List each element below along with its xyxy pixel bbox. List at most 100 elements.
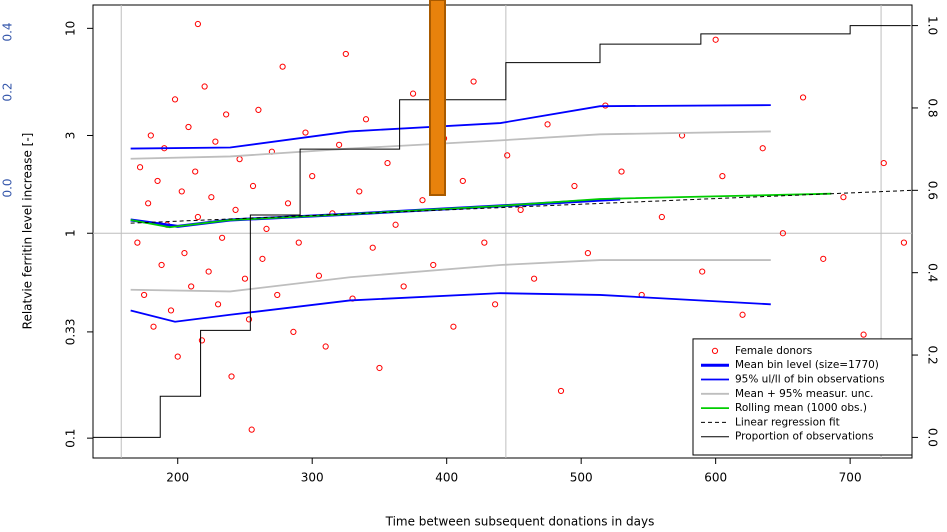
data-point (400, 283, 407, 290)
y2-tick-label: 0.4 (926, 263, 940, 282)
legend-label: Rolling mean (1000 obs.) (735, 402, 867, 414)
data-point (880, 159, 887, 167)
data-point (492, 301, 499, 308)
y-tick-label: 1 (64, 229, 78, 237)
data-point (315, 272, 323, 279)
data-point (232, 206, 239, 213)
data-point (188, 283, 195, 290)
data-point (290, 328, 297, 336)
data-point (419, 197, 426, 204)
data-point (212, 138, 219, 145)
data-point (248, 426, 255, 433)
data-point (470, 78, 477, 85)
data-point (584, 250, 591, 257)
data-point (185, 123, 192, 131)
data-point (544, 121, 551, 128)
data-point (517, 206, 524, 213)
x-tick-label: 500 (570, 471, 593, 485)
data-point (284, 200, 292, 207)
series-line (130, 292, 771, 323)
legend-label: Linear regression fit (735, 416, 840, 428)
series-line (130, 130, 771, 160)
data-point (295, 239, 302, 246)
legend-symbol (711, 347, 719, 354)
legend-box (692, 338, 913, 456)
data-point (504, 152, 511, 159)
data-point (430, 261, 437, 269)
data-point (459, 177, 466, 185)
overlay-bar (429, 0, 446, 196)
data-point (618, 168, 625, 175)
data-point (236, 156, 243, 163)
data-point (174, 353, 181, 360)
data-point (194, 213, 201, 221)
data-point (181, 250, 188, 257)
x-tick-label: 700 (839, 471, 862, 485)
legend-label: 95% ul/ll of bin observations (735, 374, 885, 386)
data-point (481, 239, 488, 246)
data-point (245, 316, 253, 323)
x-tick-label: 600 (704, 471, 727, 485)
legend-label: Mean bin level (size=1770) (735, 359, 879, 371)
y-axis-label: Relatvie ferritin level increase [-] (21, 133, 35, 330)
data-point (392, 221, 399, 228)
legend: Female donors Mean bin level (size=1770) 9… (692, 338, 913, 456)
edge-label: 0.0 (1, 178, 15, 197)
data-point (147, 132, 154, 139)
plot-frame (92, 4, 913, 459)
data-point (719, 173, 726, 180)
y-tick-label: 0.33 (64, 319, 78, 346)
data-point (141, 291, 148, 299)
data-point (150, 323, 157, 330)
data-point (194, 20, 201, 28)
data-point (158, 261, 165, 269)
data-point (134, 239, 141, 246)
data-point (739, 311, 746, 318)
data-point (362, 116, 370, 123)
data-point (840, 194, 847, 201)
data-point (712, 36, 719, 43)
data-point (198, 337, 206, 344)
data-point (336, 141, 343, 148)
data-point (167, 307, 175, 314)
data-point (154, 177, 161, 185)
data-point (531, 275, 538, 282)
data-point (228, 373, 235, 380)
data-point (450, 323, 457, 330)
data-point (759, 145, 766, 152)
y2-tick-label: 1.0 (926, 16, 940, 35)
data-point (342, 50, 349, 58)
y2-tick-label: 0.6 (926, 181, 940, 200)
data-point (219, 234, 226, 241)
y2-tick-label: 0.2 (926, 345, 940, 364)
data-point (274, 291, 281, 299)
data-point (208, 194, 215, 201)
data-point (557, 387, 565, 395)
data-point (145, 200, 152, 207)
data-point (255, 106, 262, 113)
data-point (356, 188, 363, 195)
x-tick-label: 400 (435, 471, 458, 485)
data-point (223, 111, 230, 118)
data-point (249, 182, 257, 190)
edge-label: 0.2 (1, 82, 15, 101)
data-point (136, 164, 144, 171)
data-point (860, 331, 867, 338)
data-point (241, 275, 249, 282)
data-point (205, 268, 212, 275)
legend-label: Mean + 95% measur. unc. (735, 388, 873, 400)
series-line (130, 259, 771, 293)
plot-area (93, 5, 913, 458)
data-point (658, 213, 665, 221)
series-line (130, 192, 832, 229)
y2-tick-label: 0.8 (926, 98, 940, 117)
edge-label: 0.4 (1, 22, 15, 41)
x-tick-label: 200 (166, 471, 189, 485)
data-point (799, 94, 807, 101)
data-point (201, 83, 208, 90)
data-point (369, 244, 376, 251)
data-point (192, 168, 199, 175)
y-tick-label: 10 (64, 21, 78, 36)
y-tick-label: 0.1 (64, 429, 78, 448)
